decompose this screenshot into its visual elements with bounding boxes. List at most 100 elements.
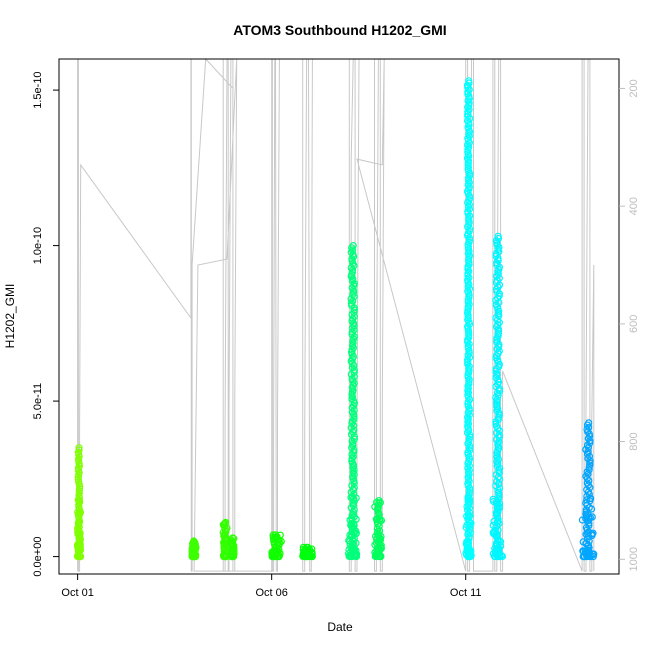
data-point (495, 438, 503, 446)
y-tick-label: 5.0e-11 (32, 383, 44, 420)
data-point (466, 446, 474, 454)
point-cluster (489, 232, 506, 561)
y2-tick-label: 400 (628, 197, 640, 215)
data-point (75, 543, 84, 552)
data-point (464, 322, 472, 330)
data-point (228, 550, 236, 558)
data-point (465, 216, 473, 224)
data-point (74, 478, 83, 486)
data-point (75, 485, 84, 493)
data-point (375, 497, 383, 505)
point-cluster (268, 531, 285, 561)
data-point (465, 329, 473, 337)
x-tick-label: Oct 06 (255, 587, 287, 599)
y-axis: 0.0e+00 5.0e-11 1.0e-10 1.5e-10 (32, 71, 59, 577)
data-point (348, 268, 356, 276)
data-point (464, 305, 472, 313)
data-point (348, 481, 356, 490)
data-point (464, 90, 472, 98)
data-point (374, 552, 383, 561)
data-point (495, 500, 503, 508)
data-point (349, 441, 357, 450)
data-point (493, 276, 501, 284)
x-axis-label: Date (327, 620, 353, 634)
data-point (75, 444, 83, 452)
data-point (349, 242, 357, 250)
data-point (304, 547, 313, 555)
data-point (222, 518, 230, 527)
data-point (495, 387, 504, 395)
data-point (495, 409, 503, 417)
data-point (584, 532, 593, 541)
data-point (585, 466, 593, 474)
data-point (75, 537, 84, 545)
x-tick-label: Oct 01 (61, 587, 93, 599)
data-point (464, 358, 472, 366)
data-point (585, 521, 593, 530)
data-point (584, 448, 592, 456)
data-point (350, 368, 358, 376)
data-point (464, 314, 472, 322)
data-point (464, 548, 472, 556)
data-point (464, 161, 472, 169)
point-cluster (73, 444, 85, 561)
data-points-layer (73, 77, 598, 561)
data-point (493, 371, 501, 379)
data-point (493, 336, 501, 344)
data-point (466, 431, 474, 439)
data-point (493, 338, 501, 346)
data-point (493, 502, 501, 510)
data-point (463, 141, 472, 149)
data-point (465, 526, 474, 534)
data-point (464, 112, 472, 120)
data-point (492, 393, 500, 402)
data-point (190, 550, 198, 558)
data-point (348, 519, 356, 527)
data-point (495, 318, 503, 326)
data-point (350, 406, 358, 414)
data-point (584, 541, 593, 550)
data-point (492, 237, 500, 245)
data-point (350, 446, 358, 454)
data-point (464, 298, 472, 306)
data-point (495, 480, 503, 488)
data-point (585, 419, 593, 427)
data-point (464, 159, 472, 167)
data-point (464, 148, 472, 156)
point-cluster (345, 242, 361, 561)
data-point (495, 484, 503, 492)
data-point (582, 472, 590, 480)
data-point (349, 339, 357, 347)
y2-tick-label: 600 (628, 315, 640, 333)
y-axis-label: H1202_GMI (3, 284, 17, 349)
data-point (495, 464, 504, 472)
data-point (190, 537, 198, 545)
data-point (465, 380, 473, 388)
data-point (349, 250, 357, 259)
data-point (75, 446, 83, 454)
data-point (493, 389, 502, 397)
data-point (303, 543, 311, 551)
data-point (221, 548, 229, 556)
point-cluster (188, 537, 200, 561)
data-point (75, 489, 83, 497)
data-point (586, 457, 594, 465)
point-cluster (227, 534, 238, 561)
data-point (466, 486, 474, 494)
data-point (494, 332, 502, 340)
data-point (464, 356, 472, 364)
data-point (465, 77, 473, 85)
y2-tick-label: 200 (628, 79, 640, 97)
data-point (374, 504, 382, 512)
data-point (466, 172, 474, 180)
data-point (464, 338, 472, 346)
data-point (464, 110, 472, 118)
point-cluster (462, 77, 475, 561)
data-point (465, 491, 473, 499)
data-point (463, 116, 472, 125)
data-point (493, 402, 501, 410)
data-point (220, 523, 228, 531)
pressure-trace-line (77, 57, 595, 572)
chart-title: ATOM3 Southbound H1202_GMI (233, 22, 446, 38)
x-tick-label: Oct 11 (450, 587, 482, 599)
